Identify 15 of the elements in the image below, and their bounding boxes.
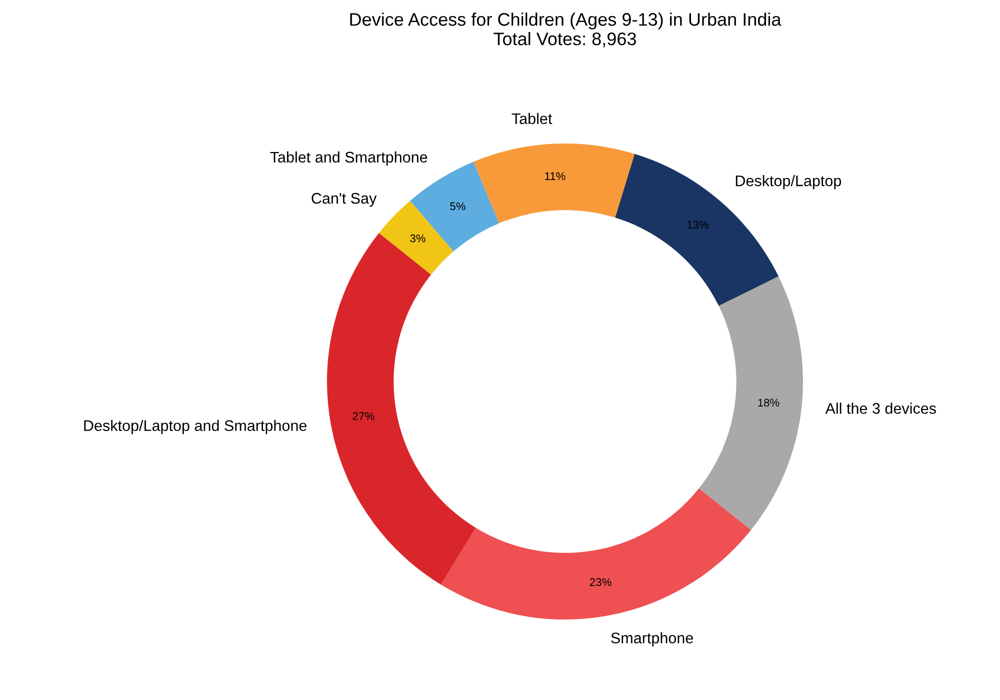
data-label: 3% bbox=[410, 234, 426, 242]
slice-label: All the 3 devices bbox=[825, 402, 936, 414]
slice-label: Tablet bbox=[512, 112, 552, 124]
data-label: 11% bbox=[545, 172, 566, 180]
chart-title: Device Access for Children (Ages 9-13) in Urban India Total Votes: 8,963 bbox=[350, 12, 782, 48]
slice-label: Tablet and Smartphone bbox=[270, 151, 428, 166]
slice-label: Desktop/Laptop and Smartphone bbox=[84, 420, 307, 434]
slice-label: Can't Say bbox=[312, 192, 377, 207]
data-label: 23% bbox=[590, 578, 612, 586]
data-label: 18% bbox=[758, 398, 780, 407]
data-label: 13% bbox=[687, 220, 708, 229]
slice-label: Smartphone bbox=[611, 632, 694, 646]
data-label: 5% bbox=[450, 202, 466, 210]
slice-label: Desktop/Laptop bbox=[736, 175, 842, 190]
data-label: 27% bbox=[352, 412, 374, 420]
